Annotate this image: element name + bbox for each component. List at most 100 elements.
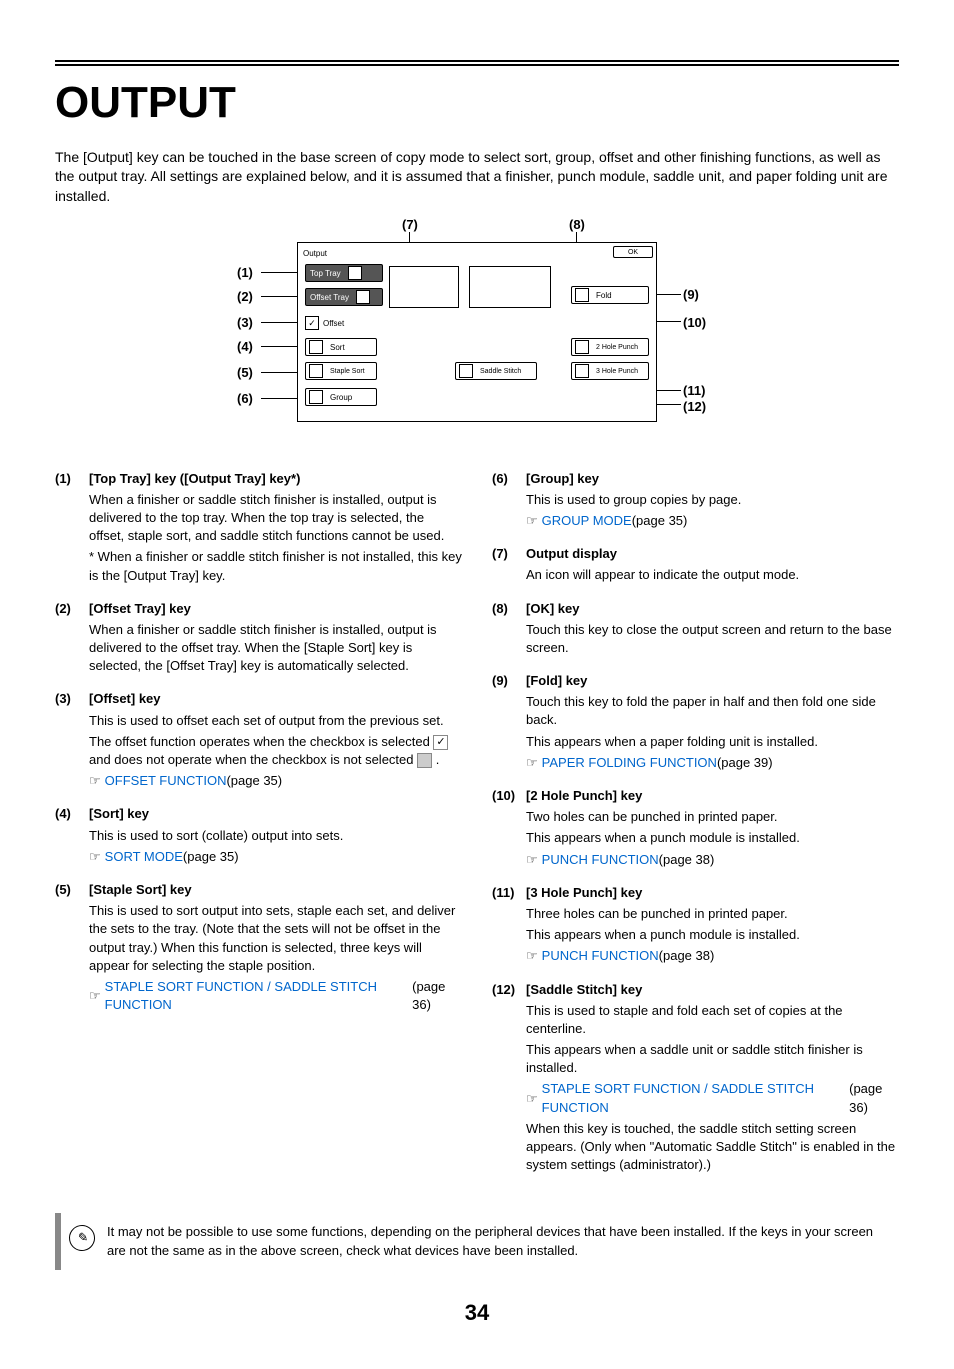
ok-button[interactable]: OK <box>613 246 653 258</box>
item-title: [Top Tray] key ([Output Tray] key*) <box>89 470 462 488</box>
tray-icon <box>348 266 362 280</box>
item-text: This appears when a saddle unit or saddl… <box>526 1041 899 1077</box>
punch-icon <box>575 364 589 378</box>
callout-3: (3) <box>237 314 253 332</box>
list-item: (4) [Sort] key This is used to sort (col… <box>55 805 462 869</box>
callout-4: (4) <box>237 338 253 356</box>
description-columns: (1) [Top Tray] key ([Output Tray] key*) … <box>55 470 899 1190</box>
item-num: (2) <box>55 600 89 679</box>
pointer-icon: ☞ <box>89 848 101 866</box>
link-page: (page 35) <box>632 512 688 530</box>
item-text: This is used to offset each set of outpu… <box>89 712 462 730</box>
item-text: This is used to group copies by page. <box>526 491 899 509</box>
link-page: (page 35) <box>183 848 239 866</box>
item-title: [Group] key <box>526 470 899 488</box>
group-button[interactable]: Group <box>305 388 377 406</box>
link[interactable]: OFFSET FUNCTION <box>105 772 227 790</box>
reference: ☞ PUNCH FUNCTION (page 38) <box>526 851 714 869</box>
punch-2-button[interactable]: 2 Hole Punch <box>571 338 649 356</box>
link[interactable]: PUNCH FUNCTION <box>542 947 659 965</box>
punch-icon <box>575 340 589 354</box>
title-rule <box>55 60 899 68</box>
callout-9: (9) <box>683 286 699 304</box>
output-diagram: (1) (2) (3) (4) (5) (6) (7) (8) (9) (10)… <box>237 222 717 442</box>
item-text: Touch this key to close the output scree… <box>526 621 899 657</box>
label: Staple Sort <box>326 368 369 375</box>
callout-10: (10) <box>683 314 706 332</box>
sort-icon <box>309 340 323 354</box>
panel-title: Output <box>303 248 327 259</box>
pointer-icon: ☞ <box>89 772 101 790</box>
item-text: This is used to staple and fold each set… <box>526 1002 899 1038</box>
intro-text: The [Output] key can be touched in the b… <box>55 148 899 207</box>
note-icon: ✎ <box>67 1223 97 1253</box>
link-page: (page 36) <box>412 978 462 1014</box>
top-tray-button[interactable]: Top Tray <box>305 264 383 282</box>
list-item: (6) [Group] key This is used to group co… <box>492 470 899 534</box>
list-item: (5) [Staple Sort] key This is used to so… <box>55 881 462 1017</box>
fold-button[interactable]: Fold <box>571 286 649 304</box>
right-column: (6) [Group] key This is used to group co… <box>492 470 899 1190</box>
callout-6: (6) <box>237 390 253 408</box>
item-text: * When a finisher or saddle stitch finis… <box>89 548 462 584</box>
list-item: (8) [OK] key Touch this key to close the… <box>492 600 899 661</box>
callout-5: (5) <box>237 364 253 382</box>
item-num: (3) <box>55 690 89 793</box>
link[interactable]: GROUP MODE <box>542 512 632 530</box>
label: Top Tray <box>306 268 345 279</box>
item-text: This is used to sort output into sets, s… <box>89 902 462 975</box>
item-num: (4) <box>55 805 89 869</box>
item-title: [Saddle Stitch] key <box>526 981 899 999</box>
label: Group <box>326 392 356 403</box>
label: Fold <box>592 290 616 301</box>
list-item: (1) [Top Tray] key ([Output Tray] key*) … <box>55 470 462 588</box>
diagram-container: (1) (2) (3) (4) (5) (6) (7) (8) (9) (10)… <box>55 222 899 447</box>
reference: ☞ PUNCH FUNCTION (page 38) <box>526 947 714 965</box>
pointer-icon: ☞ <box>526 947 538 965</box>
reference: ☞ GROUP MODE (page 35) <box>526 512 687 530</box>
text: . <box>436 752 440 767</box>
link-page: (page 39) <box>717 754 773 772</box>
link-page: (page 35) <box>226 772 282 790</box>
label: 2 Hole Punch <box>592 344 642 351</box>
list-item: (10) [2 Hole Punch] key Two holes can be… <box>492 787 899 872</box>
reference: ☞ SORT MODE (page 35) <box>89 848 239 866</box>
offset-tray-button[interactable]: Offset Tray <box>305 288 383 306</box>
output-display <box>469 266 551 308</box>
link[interactable]: STAPLE SORT FUNCTION / SADDLE STITCH FUN… <box>542 1080 849 1116</box>
link[interactable]: PUNCH FUNCTION <box>542 851 659 869</box>
link[interactable]: PAPER FOLDING FUNCTION <box>542 754 717 772</box>
reference: ☞ OFFSET FUNCTION (page 35) <box>89 772 282 790</box>
saddle-icon <box>459 364 473 378</box>
item-text: Touch this key to fold the paper in half… <box>526 693 899 729</box>
item-title: [Offset Tray] key <box>89 600 462 618</box>
link-page: (page 38) <box>659 947 715 965</box>
saddle-stitch-button[interactable]: Saddle Stitch <box>455 362 537 380</box>
item-num: (6) <box>492 470 526 534</box>
item-text: When a finisher or saddle stitch finishe… <box>89 491 462 546</box>
note-box: ✎ It may not be possible to use some fun… <box>55 1213 899 1269</box>
page-number: 34 <box>55 1298 899 1329</box>
pointer-icon: ☞ <box>526 1090 538 1108</box>
link[interactable]: SORT MODE <box>105 848 183 866</box>
printer-display <box>389 266 459 308</box>
item-title: [3 Hole Punch] key <box>526 884 899 902</box>
offset-checkbox-label: Offset <box>323 318 344 329</box>
item-num: (8) <box>492 600 526 661</box>
item-text: This appears when a punch module is inst… <box>526 926 899 944</box>
item-text: An icon will appear to indicate the outp… <box>526 566 899 584</box>
reference: ☞ PAPER FOLDING FUNCTION (page 39) <box>526 754 773 772</box>
link[interactable]: STAPLE SORT FUNCTION / SADDLE STITCH FUN… <box>105 978 412 1014</box>
label: Saddle Stitch <box>476 368 525 375</box>
staple-sort-button[interactable]: Staple Sort <box>305 362 377 380</box>
offset-checkbox[interactable] <box>305 316 319 330</box>
punch-3-button[interactable]: 3 Hole Punch <box>571 362 649 380</box>
item-text: The offset function operates when the ch… <box>89 733 462 769</box>
text: The offset function operates when the ch… <box>89 734 433 749</box>
sort-button[interactable]: Sort <box>305 338 377 356</box>
group-icon <box>309 390 323 404</box>
item-text: This is used to sort (collate) output in… <box>89 827 462 845</box>
item-text: This appears when a paper folding unit i… <box>526 733 899 751</box>
item-title: [Fold] key <box>526 672 899 690</box>
checked-icon: ✓ <box>433 735 448 750</box>
